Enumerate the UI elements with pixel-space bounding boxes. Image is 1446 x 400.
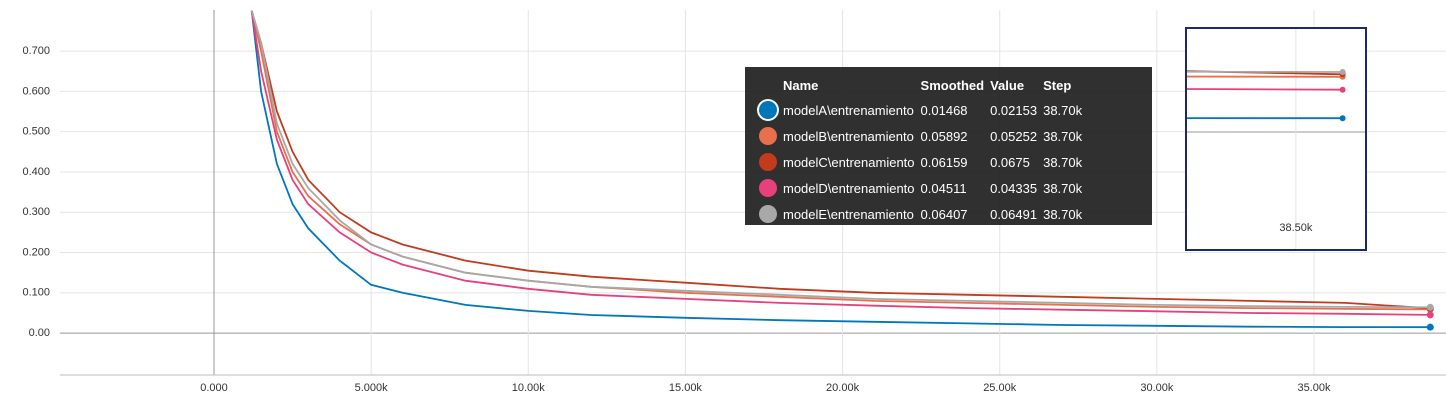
tooltip-value: 0.02153 xyxy=(990,102,1038,118)
tooltip-step: 38.70k xyxy=(1043,206,1083,222)
end-point xyxy=(1426,323,1434,331)
tooltip-value: 0.06491 xyxy=(990,206,1038,222)
x-tick-label: 10.00k xyxy=(512,382,546,394)
tooltip-name: modelD\entrenamiento xyxy=(783,180,915,196)
tooltip: Name Smoothed Value Step modelA\entrenamient… xyxy=(745,67,1152,225)
y-tick-label: 0.200 xyxy=(22,246,50,258)
legend-swatch xyxy=(759,205,777,223)
x-tick-label: 30.00k xyxy=(1140,382,1174,394)
tooltip-smoothed: 0.04511 xyxy=(920,180,967,196)
inset-labels: 38.50k xyxy=(1279,222,1313,234)
tooltip-row: modelD\entrenamiento 0.04511 0.04335 38.70k xyxy=(759,175,1088,201)
end-point xyxy=(1339,86,1346,93)
tooltip-smoothed: 0.06407 xyxy=(920,206,968,222)
tooltip-header: Step xyxy=(1043,77,1072,93)
y-tick-label: 0.300 xyxy=(22,206,50,218)
x-tick-label: 35.00k xyxy=(1297,382,1331,394)
series-line xyxy=(250,10,1431,310)
tooltip-row: modelE\entrenamiento 0.06407 0.06491 38.70k xyxy=(759,201,1088,227)
tooltip-swatch-cell xyxy=(759,149,783,175)
tooltip-step: 38.70k xyxy=(1043,154,1083,170)
y-tick-label: 0.500 xyxy=(22,126,50,138)
series-line xyxy=(1187,70,1343,76)
series-line xyxy=(250,10,1431,316)
tooltip-value: 0.05252 xyxy=(990,128,1038,144)
tooltip-name: modelB\entrenamiento xyxy=(783,128,914,144)
tooltip-swatch-cell xyxy=(759,175,783,201)
tooltip-step: 38.70k xyxy=(1043,180,1083,196)
end-point xyxy=(1339,115,1346,122)
tooltip-swatch-cell xyxy=(759,123,783,149)
end-point xyxy=(1426,303,1434,311)
tooltip-name: modelC\entrenamiento xyxy=(783,154,915,170)
x-tick-label: 5.000k xyxy=(355,382,389,394)
tooltip-value: 0.0675 xyxy=(990,154,1030,170)
series-line xyxy=(1187,70,1343,73)
tooltip-smoothed: 0.01468 xyxy=(920,102,968,118)
tooltip-row: modelB\entrenamiento 0.05892 0.05252 38.70k xyxy=(759,123,1088,149)
inset xyxy=(1187,29,1365,249)
x-tick-label: 0.000 xyxy=(200,382,228,394)
inset-frame xyxy=(1185,27,1367,251)
legend-swatch xyxy=(759,127,777,145)
legend-swatch xyxy=(759,153,777,171)
tooltip-name: modelA\entrenamiento xyxy=(783,102,914,118)
series-line xyxy=(250,10,1431,309)
x-tick-label: 15.00k xyxy=(669,382,703,394)
tooltip-header: Value xyxy=(990,77,1025,93)
tooltip-step: 38.70k xyxy=(1043,128,1083,144)
legend-swatch xyxy=(759,179,777,197)
tooltip-row: modelA\entrenamiento 0.01468 0.02153 38.70k xyxy=(759,97,1088,123)
tooltip-header: Smoothed xyxy=(920,77,985,93)
y-tick-label: 0.600 xyxy=(22,85,50,97)
lines xyxy=(250,10,1434,331)
y-tick-label: 0.700 xyxy=(22,45,50,57)
tooltip-smoothed: 0.06159 xyxy=(920,154,968,170)
y-tick-label: 0.400 xyxy=(22,166,50,178)
series-line xyxy=(1187,75,1343,78)
tooltip-step: 38.70k xyxy=(1043,102,1083,118)
tooltip-swatch-cell xyxy=(759,201,783,227)
x-tick-label: 20.00k xyxy=(826,382,860,394)
y-tick-label: 0.00 xyxy=(29,327,50,339)
end-point xyxy=(1339,68,1346,75)
inset-tick-label: 38.50k xyxy=(1279,222,1313,234)
tooltip-header: Name xyxy=(783,77,819,93)
tooltip-smoothed: 0.05892 xyxy=(920,128,968,144)
legend-swatch xyxy=(759,101,777,119)
end-point xyxy=(1426,311,1434,319)
tooltip-name: modelE\entrenamiento xyxy=(783,206,914,222)
x-tick-label: 25.00k xyxy=(983,382,1017,394)
y-tick-label: 0.100 xyxy=(22,287,50,299)
tooltip-table: Name Smoothed Value Step modelA\entrenamient… xyxy=(759,73,1088,227)
series-line xyxy=(250,10,1431,329)
tooltip-row: modelC\entrenamiento 0.06159 0.0675 38.70k xyxy=(759,149,1088,175)
tooltip-value: 0.04335 xyxy=(990,180,1038,196)
tooltip-swatch-cell xyxy=(759,97,783,123)
